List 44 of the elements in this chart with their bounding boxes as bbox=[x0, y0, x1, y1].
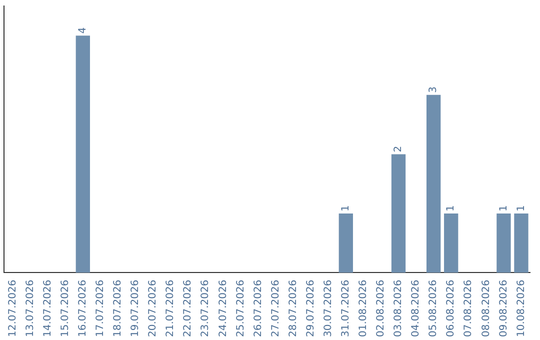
x-tick-label: 18.07.2026 bbox=[112, 280, 124, 338]
x-tick-label: 20.07.2026 bbox=[148, 280, 159, 338]
x-tick-label: 08.08.2026 bbox=[480, 280, 492, 338]
x-tick-label: 25.07.2026 bbox=[235, 280, 246, 338]
bar bbox=[514, 213, 528, 273]
x-tick-label: 05.08.2026 bbox=[428, 280, 440, 338]
x-tick-label: 03.08.2026 bbox=[393, 280, 404, 338]
x-tick-label: 04.08.2026 bbox=[410, 280, 422, 338]
data-label: 1 bbox=[498, 205, 510, 212]
x-tick-label: 19.07.2026 bbox=[130, 280, 142, 338]
x-tick-label: 22.07.2026 bbox=[182, 280, 194, 338]
x-tick-label: 30.07.2026 bbox=[322, 280, 334, 338]
x-tick-label: 06.08.2026 bbox=[446, 280, 457, 338]
x-tick-label: 28.07.2026 bbox=[288, 280, 299, 338]
bar bbox=[496, 213, 511, 273]
bar bbox=[444, 213, 458, 273]
x-tick-label: 23.07.2026 bbox=[200, 280, 212, 338]
data-label: 1 bbox=[516, 205, 527, 212]
x-tick-label: 29.07.2026 bbox=[305, 280, 316, 338]
x-tick-label: 17.07.2026 bbox=[95, 280, 106, 338]
x-tick-label: 27.07.2026 bbox=[270, 280, 282, 338]
x-tick-label: 13.07.2026 bbox=[24, 280, 36, 338]
x-tick-label: 26.07.2026 bbox=[252, 280, 264, 338]
x-tick-label: 16.07.2026 bbox=[77, 280, 88, 338]
data-label: 2 bbox=[393, 146, 404, 152]
x-tick-label: 12.07.2026 bbox=[7, 280, 18, 338]
x-tick-label: 31.07.2026 bbox=[340, 280, 352, 338]
bar bbox=[76, 36, 90, 273]
bar bbox=[426, 94, 441, 273]
x-tick-label: 01.08.2026 bbox=[358, 280, 370, 338]
data-label: 4 bbox=[77, 27, 88, 34]
data-label: 3 bbox=[428, 86, 440, 93]
x-tick-label: 09.08.2026 bbox=[498, 280, 510, 338]
x-tick-label: 15.07.2026 bbox=[60, 280, 71, 338]
data-label: 1 bbox=[446, 205, 457, 212]
x-tick-label: 14.07.2026 bbox=[42, 280, 54, 338]
x-tick-label: 02.08.2026 bbox=[376, 280, 387, 338]
x-tick-label: 07.08.2026 bbox=[463, 280, 474, 338]
x-tick-label: 21.07.2026 bbox=[165, 280, 176, 338]
x-tick-label: 10.08.2026 bbox=[516, 280, 527, 338]
bar bbox=[391, 154, 406, 273]
x-tick-label: 24.07.2026 bbox=[218, 280, 229, 338]
data-label: 1 bbox=[340, 205, 352, 212]
bar bbox=[338, 213, 353, 273]
